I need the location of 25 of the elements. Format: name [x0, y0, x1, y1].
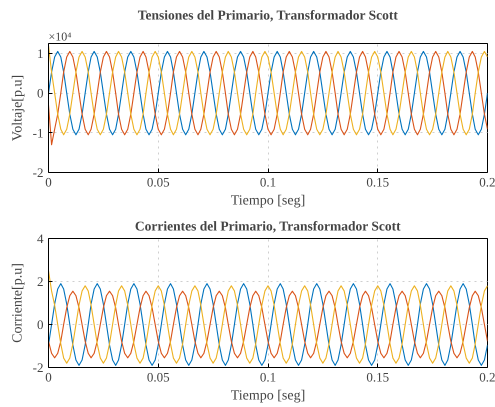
y-axis-title: Corriente[p.u] — [10, 263, 26, 343]
y-tick-label: 2 — [37, 274, 44, 289]
x-tick-label: 0.15 — [366, 370, 390, 384]
x-tick-label: 0.2 — [479, 370, 495, 384]
y-tick-label: -2 — [32, 165, 44, 180]
chart-title: Tensiones del Primario, Transformador Scott — [138, 8, 398, 22]
x-tick-label: 0.1 — [260, 174, 276, 190]
y-tick-label: 4 — [37, 231, 44, 246]
x-tick-label: 0.1 — [260, 370, 276, 384]
x-tick-label: 0.2 — [479, 174, 495, 190]
y-tick-label: 0 — [37, 86, 44, 101]
text: ×10⁴ — [48, 30, 72, 44]
x-axis-title: Tiempo [seg] — [230, 388, 306, 404]
y-axis-title: Voltaje[p.u] — [10, 74, 26, 142]
x-tick-label: 0.15 — [366, 174, 390, 190]
y-tick-label: -1 — [32, 125, 44, 140]
chart-title: Corrientes del Primario, Transformador Scott — [134, 218, 402, 234]
y-tick-label: 1 — [37, 46, 44, 61]
x-axis-title: Tiempo [seg] — [230, 194, 306, 208]
y-tick-label: 0 — [37, 317, 44, 332]
line-series — [48, 290, 488, 358]
x-tick-label: 0.05 — [146, 174, 170, 190]
x-tick-label: 0.05 — [146, 370, 170, 384]
y-tick-label: -2 — [32, 360, 44, 375]
line-series — [48, 270, 488, 364]
